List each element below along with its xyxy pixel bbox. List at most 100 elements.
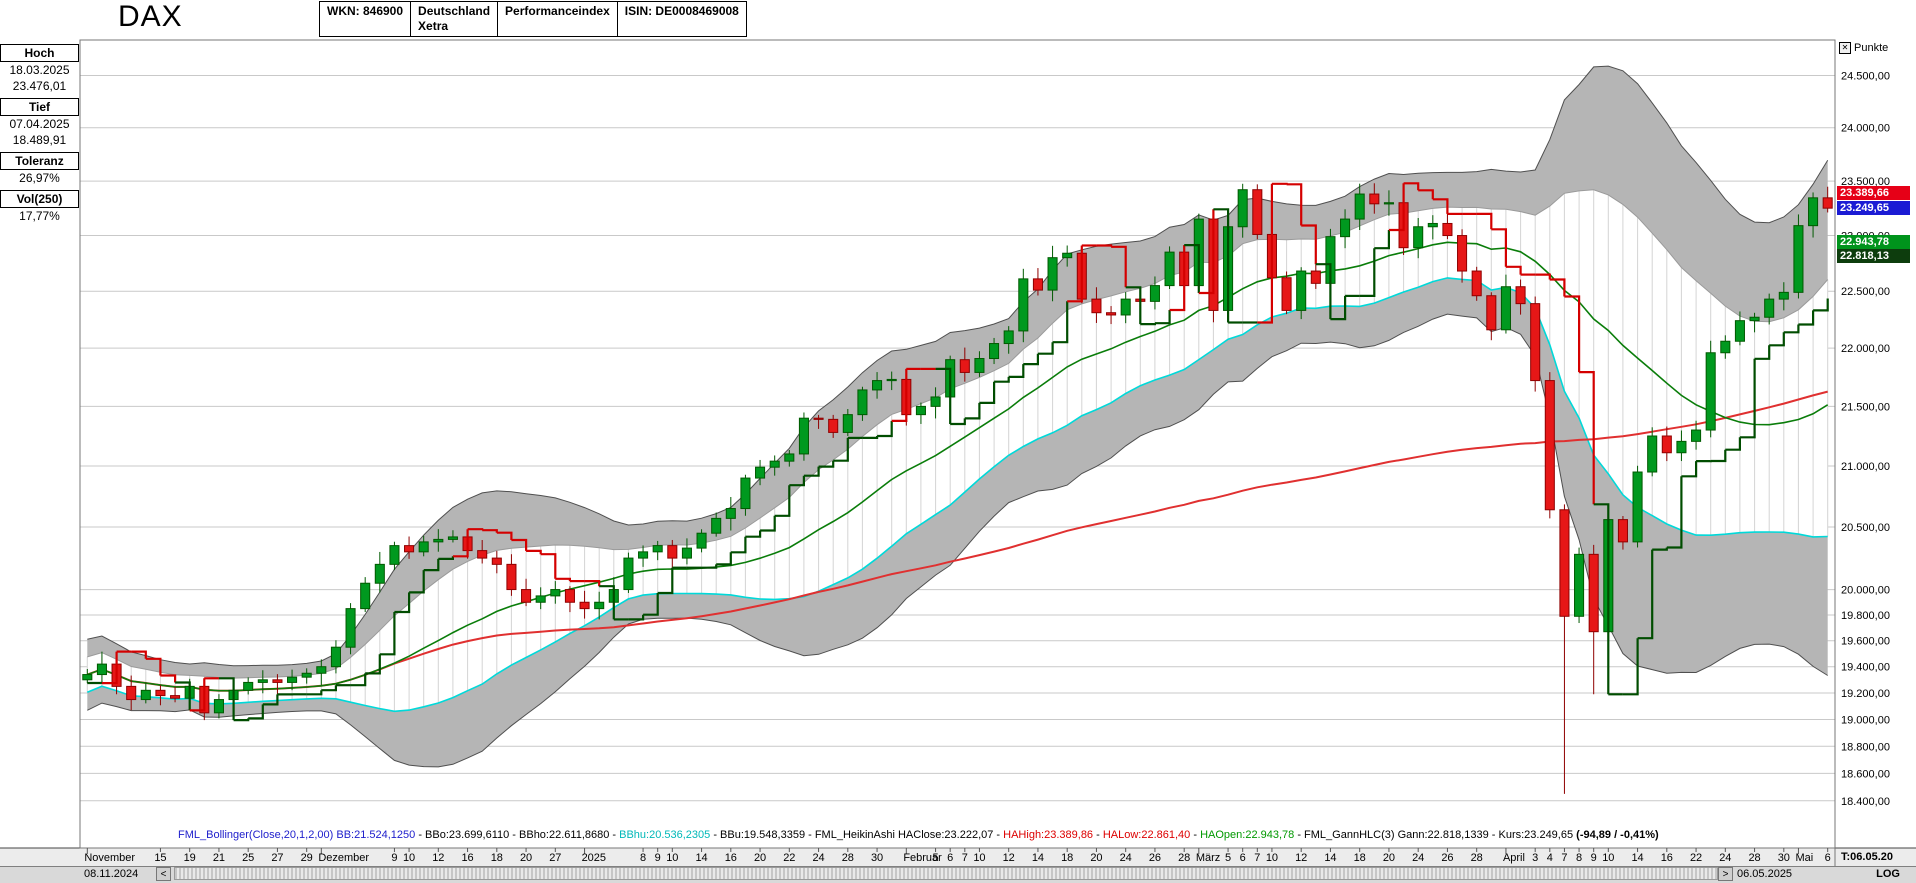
x-tick-label: 12 xyxy=(1295,852,1307,864)
y-grid-label: 19.000,00 xyxy=(1841,714,1890,726)
candle-body xyxy=(799,418,808,454)
candle-body xyxy=(1809,198,1818,226)
candle-body xyxy=(1063,253,1072,257)
x-tick-label: 8 xyxy=(1576,852,1582,864)
y-grid-label: 20.500,00 xyxy=(1841,522,1890,534)
scale-mode-label[interactable]: LOG xyxy=(1876,867,1900,882)
x-tick-label: 5 xyxy=(1225,852,1231,864)
x-tick-label: 20 xyxy=(1383,852,1395,864)
candle-body xyxy=(141,690,150,699)
x-tick-label: 27 xyxy=(549,852,561,864)
candle-body xyxy=(1706,353,1715,430)
candle-body xyxy=(1823,198,1832,208)
x-tick-label: November xyxy=(84,852,135,864)
candle-body xyxy=(390,546,399,565)
candle-body xyxy=(536,596,545,602)
x-tick-label: 20 xyxy=(520,852,532,864)
x-tick-label: 21 xyxy=(213,852,225,864)
candle-body xyxy=(580,602,589,608)
indicator-segment: FML_Bollinger(Close,20,1,2,00) BB:21.524… xyxy=(178,829,415,841)
candle-body xyxy=(1516,287,1525,304)
scale-header: ✕ Punkte xyxy=(1839,42,1888,54)
candle-body xyxy=(522,590,531,603)
y-grid-label: 21.000,00 xyxy=(1841,461,1890,473)
indicator-segment: - xyxy=(1190,829,1200,841)
x-tick-label: März xyxy=(1196,852,1220,864)
candle-body xyxy=(434,539,443,541)
candle-body xyxy=(244,682,253,690)
candle-body xyxy=(1677,441,1686,452)
scrollbar-track[interactable] xyxy=(174,867,1718,880)
x-tick-label: 10 xyxy=(666,852,678,864)
y-grid-label: 18.600,00 xyxy=(1841,768,1890,780)
scroll-right-button[interactable]: > xyxy=(1718,867,1733,881)
x-tick-label: 24 xyxy=(812,852,824,864)
candle-body xyxy=(1735,321,1744,342)
candle-body xyxy=(551,590,560,596)
x-tick-label: 14 xyxy=(1032,852,1044,864)
candle-body xyxy=(990,344,999,359)
x-tick-label: 27 xyxy=(271,852,283,864)
candle-body xyxy=(873,381,882,390)
candle-body xyxy=(668,546,677,558)
candle-body xyxy=(1107,313,1116,315)
x-tick-label: 28 xyxy=(842,852,854,864)
y-grid-label: 19.600,00 xyxy=(1841,636,1890,648)
candle-body xyxy=(1633,472,1642,542)
candle-body xyxy=(478,551,487,558)
x-tick-label: 6 xyxy=(1825,852,1831,864)
candle-body xyxy=(595,602,604,608)
candle-body xyxy=(916,406,925,414)
y-grid-label: 18.800,00 xyxy=(1841,741,1890,753)
scroll-left-button[interactable]: < xyxy=(156,867,171,881)
candle-body xyxy=(1253,190,1262,235)
x-tick-label: 30 xyxy=(1778,852,1790,864)
candle-body xyxy=(1428,223,1437,226)
x-tick-label: 16 xyxy=(461,852,473,864)
candle-body xyxy=(1414,227,1423,248)
x-tick-label: 10 xyxy=(1266,852,1278,864)
candle-body xyxy=(960,360,969,373)
indicator-readout: FML_Bollinger(Close,20,1,2,00) BB:21.524… xyxy=(178,829,1659,841)
x-tick-label: 9 xyxy=(391,852,397,864)
axis-unit-label: Punkte xyxy=(1854,42,1888,54)
candle-body xyxy=(1458,236,1467,271)
candle-body xyxy=(1575,554,1584,616)
x-tick-label: 25 xyxy=(242,852,254,864)
candle-body xyxy=(975,359,984,373)
candle-body xyxy=(1618,520,1627,542)
x-tick-label: Mai xyxy=(1795,852,1813,864)
candle-body xyxy=(653,546,662,552)
x-tick-label: 14 xyxy=(1631,852,1643,864)
candle-body xyxy=(331,647,340,667)
candle-body xyxy=(375,564,384,583)
x-tick-label: 14 xyxy=(1324,852,1336,864)
x-tick-label: April xyxy=(1503,852,1525,864)
candle-body xyxy=(127,686,136,699)
candle-body xyxy=(1019,279,1028,331)
candle-body xyxy=(1238,190,1247,227)
candle-body xyxy=(1165,252,1174,285)
x-tick-label: 10 xyxy=(1602,852,1614,864)
price-marker: 23.249,65 xyxy=(1837,201,1910,215)
x-tick-label: 22 xyxy=(1690,852,1702,864)
gann-segment xyxy=(1140,323,1155,324)
x-tick-label: 9 xyxy=(655,852,661,864)
candle-body xyxy=(1033,279,1042,290)
candle-body xyxy=(726,509,735,519)
candle-body xyxy=(1662,436,1671,453)
candle-body xyxy=(1004,331,1013,344)
y-grid-label: 19.200,00 xyxy=(1841,688,1890,700)
x-tick-label: 14 xyxy=(695,852,707,864)
candle-body xyxy=(1589,554,1598,631)
candle-body xyxy=(1765,299,1774,317)
candle-body xyxy=(741,478,750,508)
x-tick-label: 24 xyxy=(1719,852,1731,864)
candle-body xyxy=(97,664,106,674)
close-scale-icon[interactable]: ✕ xyxy=(1839,42,1851,54)
candle-body xyxy=(1692,430,1701,441)
candle-body xyxy=(361,583,370,608)
x-tick-label: 28 xyxy=(1178,852,1190,864)
candle-body xyxy=(858,390,867,415)
